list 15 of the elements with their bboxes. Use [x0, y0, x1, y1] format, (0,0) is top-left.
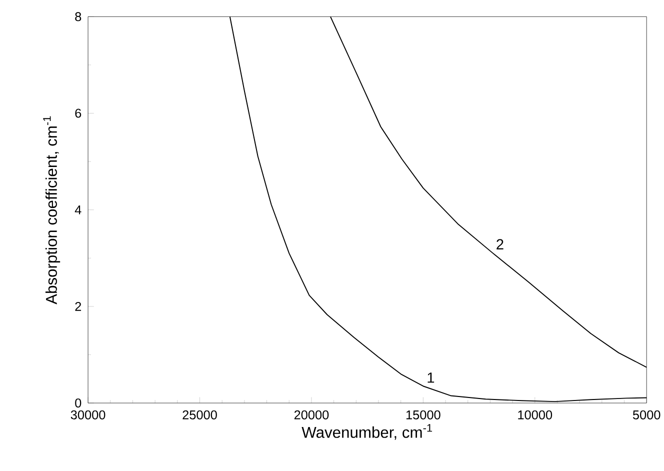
y-tick-label: 6: [75, 108, 82, 118]
y-tick-label: 8: [75, 12, 82, 22]
y-axis-title: Absorption coefficient, cm$^{-1}$: [43, 116, 60, 305]
y-tick-label: 4: [74, 206, 82, 214]
x-tick-label: 25000: [182, 410, 217, 420]
x-tick-label: 5000: [632, 410, 660, 420]
series-label: 2: [496, 239, 504, 250]
x-tick-label: 10000: [518, 410, 552, 420]
x-tick-label: 20000: [294, 410, 329, 420]
y-tick-label: 0: [75, 398, 82, 408]
y-tick-label: 2: [75, 302, 82, 312]
x-tick-label: 30000: [70, 410, 106, 420]
series-label: 1: [428, 372, 434, 383]
x-tick-label: 15000: [406, 410, 440, 420]
x-axis-title: Wavenumber, cm$^{-1}$: [302, 424, 432, 440]
